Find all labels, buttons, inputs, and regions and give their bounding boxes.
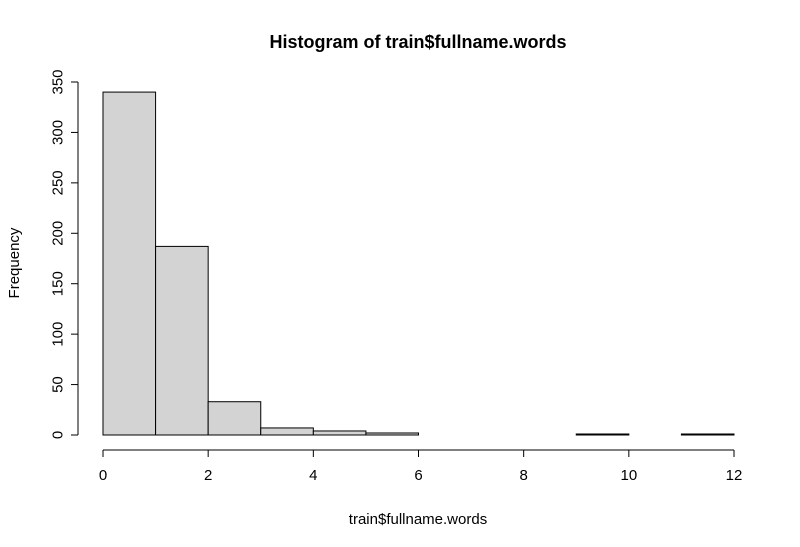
y-tick-label: 50 [50,376,67,393]
bars-group [102,91,735,436]
x-tick-label: 2 [204,467,212,484]
x-tick-label: 6 [414,467,422,484]
y-axis-label: Frequency [6,227,23,298]
y-tick-label: 350 [50,69,67,94]
histogram-bar-11 [680,433,735,436]
x-tick-label: 0 [99,467,107,484]
x-tick-label: 8 [519,467,527,484]
histogram-bar-4 [312,430,367,436]
x-tick-label: 10 [620,467,637,484]
y-tick-label: 300 [50,120,67,145]
x-tick-label: 4 [309,467,317,484]
histogram-bar-9 [575,433,630,436]
y-tick-label: 0 [50,431,67,439]
y-tick-label: 100 [50,322,67,347]
y-tick-label: 250 [50,170,67,195]
chart-title: Histogram of train$fullname.words [269,32,566,52]
y-axis: 0 50 100 150 200 250 300 350 [50,69,79,439]
y-tick-label: 150 [50,271,67,296]
x-axis-label: train$fullname.words [349,511,487,528]
y-tick-label: 200 [50,221,67,246]
histogram-bar-1 [155,245,209,436]
histogram-bar-3 [260,427,314,436]
histogram-bar-0 [102,91,157,436]
histogram-bar-2 [207,401,262,436]
x-tick-label: 12 [726,467,743,484]
x-axis: 0 2 4 6 8 10 12 [99,449,743,484]
histogram-bar-5 [365,432,419,436]
